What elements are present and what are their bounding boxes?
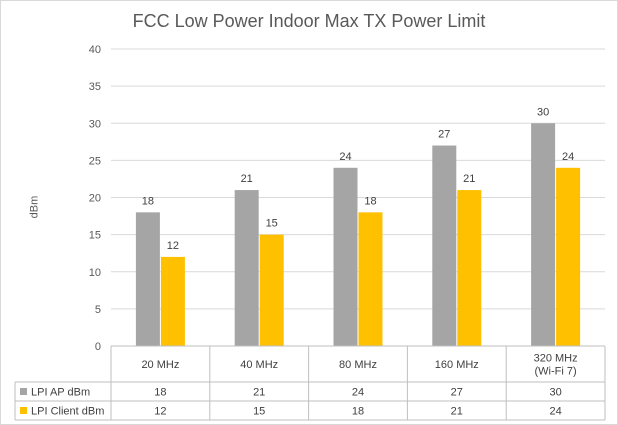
data-label: 21 [463,173,475,185]
legend-key [20,407,27,414]
bar-ap [432,145,457,346]
legend-label: LPI AP dBm [31,387,90,399]
table-value: 24 [352,387,364,399]
table-value: 30 [549,387,561,399]
y-tick-label: 20 [89,193,101,205]
table-value: 27 [451,387,463,399]
bar-ap [333,167,358,346]
data-label: 18 [364,195,376,207]
data-label: 30 [537,106,549,118]
table-value: 12 [154,406,166,418]
table-value: 15 [253,406,265,418]
y-tick-label: 30 [89,118,101,130]
y-tick-label: 15 [89,230,101,242]
table-value: 18 [352,406,364,418]
bar-client [457,190,482,346]
data-label: 18 [142,195,154,207]
data-label: 27 [438,129,450,141]
bar-client [160,256,185,346]
data-label: 15 [266,218,278,230]
category-label: 320 MHz [534,353,578,365]
data-label: 24 [339,151,351,163]
y-tick-label: 5 [95,304,101,316]
bar-ap [234,190,259,346]
legend-key [20,388,27,395]
bar-client [259,234,284,346]
category-label: 20 MHz [141,359,179,371]
data-label: 21 [241,173,253,185]
y-tick-label: 25 [89,155,101,167]
data-label: 24 [562,151,574,163]
legend-label: LPI Client dBm [31,406,104,418]
y-tick-label: 40 [89,44,101,56]
bar-client [556,167,581,346]
category-label: 160 MHz [435,359,479,371]
table-value: 21 [253,387,265,399]
bar-ap [531,123,556,346]
table-value: 24 [549,406,561,418]
chart-title: FCC Low Power Indoor Max TX Power Limit [132,11,486,31]
category-label: 80 MHz [339,359,377,371]
y-tick-label: 0 [95,341,101,353]
bar-ap [135,212,160,346]
category-label: 40 MHz [240,359,278,371]
bar-client [358,212,383,346]
table-value: 18 [154,387,166,399]
table-value: 21 [451,406,463,418]
y-tick-label: 10 [89,267,101,279]
data-label: 12 [167,240,179,252]
y-tick-label: 35 [89,81,101,93]
category-label: (Wi-Fi 7) [535,366,577,378]
